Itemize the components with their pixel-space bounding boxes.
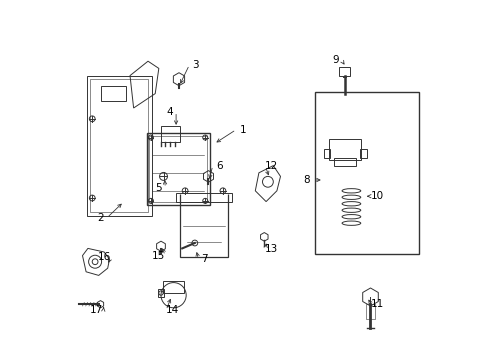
Text: 10: 10: [370, 191, 384, 201]
Text: 9: 9: [331, 55, 338, 66]
Bar: [339, 67, 349, 76]
Text: 15: 15: [152, 251, 165, 261]
Bar: [176, 193, 231, 202]
Bar: [163, 281, 184, 293]
Bar: [334, 158, 355, 166]
Text: 1: 1: [239, 125, 245, 135]
Bar: [101, 86, 126, 101]
Bar: [314, 92, 418, 254]
Text: 5: 5: [155, 183, 162, 193]
Text: 12: 12: [264, 161, 278, 171]
Bar: [149, 136, 206, 202]
Bar: [366, 304, 374, 319]
Text: 6: 6: [216, 161, 222, 171]
Bar: [158, 289, 163, 297]
Text: 8: 8: [303, 175, 309, 185]
Bar: [328, 139, 361, 160]
Text: 16: 16: [97, 252, 110, 262]
Text: 17: 17: [90, 305, 103, 315]
Bar: [146, 133, 209, 205]
Bar: [360, 149, 366, 158]
Text: 3: 3: [192, 60, 199, 70]
Text: 4: 4: [166, 107, 173, 117]
Bar: [160, 126, 180, 142]
Bar: [323, 149, 329, 158]
Text: 11: 11: [370, 299, 384, 309]
Text: 2: 2: [97, 213, 103, 223]
Text: 14: 14: [165, 305, 179, 315]
Text: 13: 13: [264, 244, 278, 254]
Text: 7: 7: [201, 254, 208, 264]
